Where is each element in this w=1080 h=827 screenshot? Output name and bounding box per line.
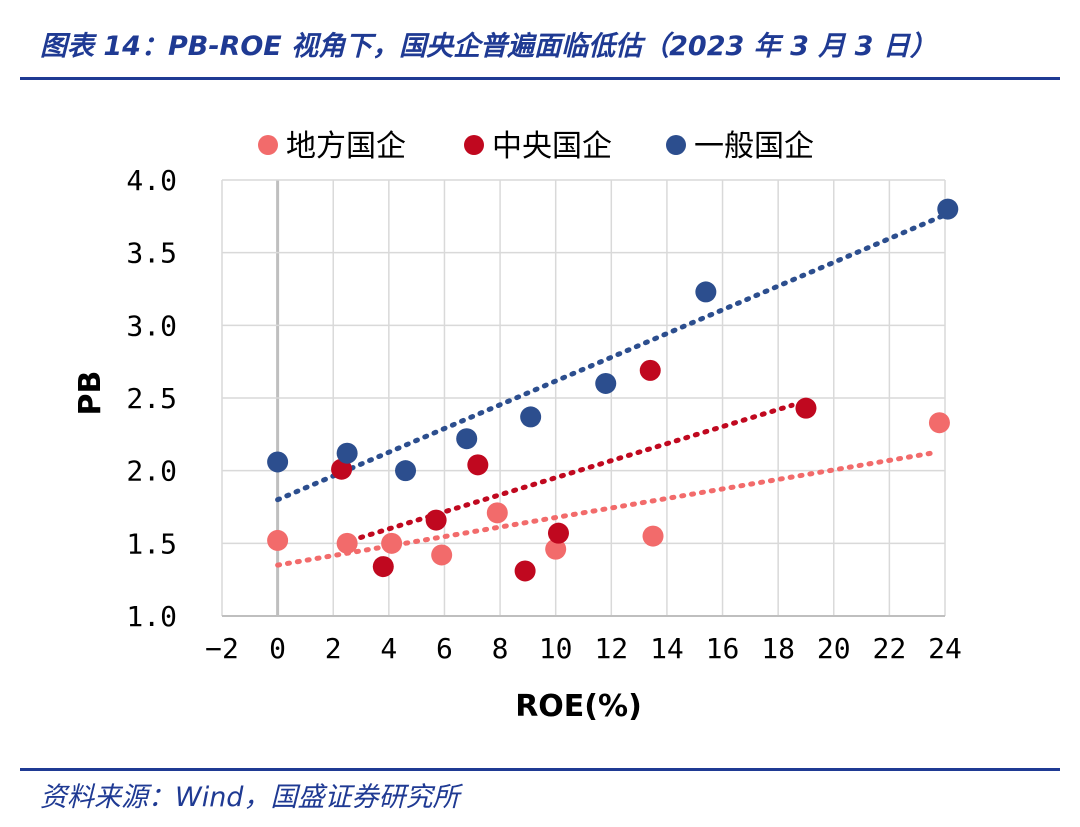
chart-title: 图表 14：PB-ROE 视角下，国央企普遍面临低估（2023 年 3 月 3 … (40, 31, 937, 62)
data-point (937, 198, 959, 220)
axes: −2 0 2 4 6 8 10 12 14 16 18 20 22 241.01.52.02.53.03.… (126, 164, 961, 665)
x-tick-label: 18 (761, 632, 795, 665)
legend-label: 一般国企 (694, 129, 814, 164)
y-tick-label: 1.5 (126, 527, 177, 560)
trendline (275, 212, 948, 503)
legend-item: 中央国企 (464, 129, 612, 164)
legend-label: 地方国企 (286, 129, 406, 164)
source-note: 资料来源：Wind，国盛证券研究所 (40, 782, 460, 813)
data-point (267, 451, 289, 473)
data-point (425, 509, 447, 531)
legend-label: 中央国企 (492, 129, 612, 164)
data-point (547, 522, 569, 544)
legend-marker (464, 135, 484, 155)
data-point (695, 281, 717, 303)
x-tick-label: 4 (380, 632, 397, 665)
x-tick-label: 12 (594, 632, 628, 665)
legend-marker (666, 135, 686, 155)
x-tick-label: 24 (928, 632, 962, 665)
legend-item: 地方国企 (258, 129, 406, 164)
y-axis-title: PB (73, 371, 108, 416)
y-tick-label: 3.0 (126, 309, 177, 342)
data-points (267, 198, 959, 582)
legend-marker (258, 135, 278, 155)
x-tick-label: 8 (492, 632, 509, 665)
data-point (486, 502, 508, 524)
y-tick-label: 2.5 (126, 382, 177, 415)
footer-rule (20, 768, 1060, 771)
trendline (339, 402, 795, 546)
x-tick-label: 10 (539, 632, 573, 665)
scatter-chart: 地方国企 中央国企 一般国企 −2 0 2 4 6 8 10 12 14 16 18 20 22 241.01… (73, 129, 962, 724)
legend-item: 一般国企 (666, 129, 814, 164)
data-point (795, 397, 817, 419)
x-tick-label: 2 (325, 632, 342, 665)
x-axis-title: ROE(%) (515, 689, 642, 724)
title-rule (20, 77, 1060, 80)
data-point (520, 406, 542, 428)
legend: 地方国企 中央国企 一般国企 (258, 129, 814, 164)
data-point (336, 532, 358, 554)
y-tick-label: 2.0 (126, 455, 177, 488)
y-tick-label: 3.5 (126, 237, 177, 270)
data-point (595, 372, 617, 394)
x-tick-label: 6 (436, 632, 453, 665)
data-point (639, 359, 661, 381)
data-point (467, 454, 489, 476)
data-point (928, 412, 950, 434)
x-tick-label: 22 (873, 632, 907, 665)
x-tick-label: 16 (706, 632, 740, 665)
data-point (331, 458, 353, 480)
data-point (456, 428, 478, 450)
x-tick-label: 0 (269, 632, 286, 665)
data-point (642, 525, 664, 547)
x-tick-label: 14 (650, 632, 684, 665)
data-point (395, 460, 417, 482)
data-point (514, 560, 536, 582)
data-point (431, 544, 453, 566)
data-point (372, 556, 394, 578)
x-tick-label: −2 (205, 632, 239, 665)
x-tick-label: 20 (817, 632, 851, 665)
data-point (336, 442, 358, 464)
y-tick-label: 1.0 (126, 600, 177, 633)
data-point (381, 532, 403, 554)
y-tick-label: 4.0 (126, 164, 177, 197)
data-point (545, 538, 567, 560)
data-point (267, 529, 289, 551)
grid (221, 179, 946, 617)
